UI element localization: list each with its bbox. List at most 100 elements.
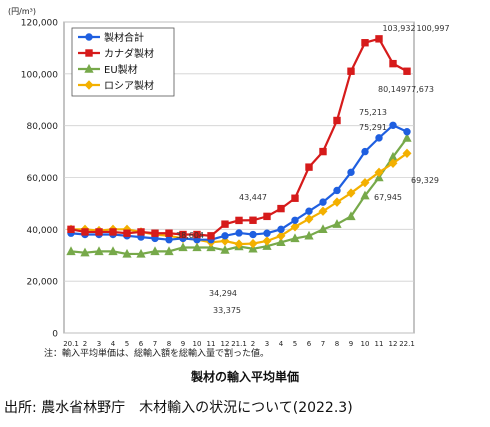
- y-tick-label: 0: [52, 330, 58, 340]
- data-label: 80,149: [378, 85, 406, 94]
- data-point: [234, 239, 244, 249]
- data-point: [192, 242, 202, 252]
- series-1: [67, 35, 411, 240]
- x-tick-label: 4: [111, 340, 116, 348]
- x-tick-label: 22.1: [399, 340, 415, 348]
- data-point: [304, 230, 314, 240]
- data-point: [249, 216, 257, 224]
- data-point: [361, 147, 369, 156]
- x-tick-label: 6: [307, 340, 312, 348]
- data-point: [332, 219, 342, 228]
- data-point: [402, 148, 412, 159]
- data-point: [332, 197, 342, 207]
- data-point: [347, 168, 355, 177]
- data-point: [206, 242, 216, 252]
- data-label: 69,329: [411, 176, 439, 185]
- data-point: [290, 233, 300, 243]
- data-point: [304, 214, 314, 224]
- x-tick-label: 12: [389, 340, 398, 348]
- y-tick-label: 80,000: [27, 122, 59, 132]
- y-tick-label: 20,000: [27, 278, 59, 288]
- data-point: [108, 246, 118, 256]
- x-tick-label: 11: [375, 340, 384, 348]
- data-point: [248, 238, 258, 249]
- data-point: [263, 229, 271, 237]
- data-point: [277, 204, 285, 213]
- data-point: [262, 241, 272, 250]
- data-label: 43,447: [239, 193, 267, 202]
- x-axis-ticks: 20.1 2 3 4 5 6 7 8 9 10 11 12 21.1 2 3 4 5 6 7 8 9 10 11 12 22.1: [63, 340, 415, 348]
- data-point: [318, 206, 328, 216]
- data-point: [122, 248, 132, 258]
- data-point: [263, 212, 271, 221]
- y-tick-label: 100,000: [21, 70, 58, 80]
- data-point: [248, 243, 258, 253]
- legend-label: カナダ製材: [104, 47, 154, 60]
- data-point: [151, 229, 159, 237]
- data-label: 103,932: [382, 24, 415, 33]
- data-point: [165, 229, 173, 237]
- data-point: [84, 80, 94, 90]
- y-tick-label: 120,000: [21, 19, 58, 29]
- data-point: [360, 177, 370, 188]
- annotations: 38,604 43,447 34,294 33,375 103,932 100,997 80…: [176, 24, 450, 315]
- legend-item: EU製材: [78, 63, 138, 76]
- data-label: 33,375: [213, 306, 241, 315]
- source-caption: 出所: 農水省林野庁 木材輸入の状況について(2022.3): [4, 400, 353, 416]
- data-point: [346, 188, 356, 198]
- data-label: 38,604: [176, 231, 204, 240]
- legend-label: EU製材: [104, 63, 138, 76]
- data-point: [66, 246, 76, 256]
- data-point: [109, 228, 117, 236]
- data-label: 75,213: [359, 108, 387, 117]
- legend-item: カナダ製材: [78, 47, 154, 60]
- data-point: [262, 236, 272, 246]
- x-tick-label: 20.1: [63, 340, 79, 348]
- x-tick-label: 10: [361, 340, 370, 348]
- data-point: [305, 163, 313, 171]
- data-point: [137, 228, 145, 236]
- data-point: [85, 49, 93, 57]
- data-point: [150, 246, 160, 256]
- data-label: 34,294: [209, 289, 237, 298]
- data-point: [123, 229, 131, 237]
- y-axis-ticks: 0 20,000 40,000 60,000 80,000 100,000 120,000: [21, 19, 58, 340]
- data-point: [276, 237, 286, 246]
- data-point: [249, 230, 257, 239]
- data-point: [164, 246, 174, 256]
- data-point: [207, 232, 215, 240]
- legend-item: 製材合計: [78, 31, 144, 44]
- data-point: [291, 194, 299, 202]
- data-point: [276, 231, 286, 241]
- data-label: 100,997: [416, 24, 449, 33]
- data-label: 67,945: [374, 193, 402, 202]
- x-tick-label: 8: [335, 340, 339, 348]
- data-point: [220, 236, 230, 246]
- legend-item: ロシア製材: [78, 79, 154, 92]
- data-point: [95, 228, 103, 236]
- data-point: [375, 134, 383, 142]
- unit-label: (円/m³): [8, 7, 36, 16]
- grid: [64, 21, 414, 334]
- data-point: [375, 35, 383, 43]
- data-label: 75,291: [359, 123, 387, 132]
- data-point: [221, 232, 229, 240]
- data-point: [94, 246, 104, 256]
- x-tick-label: 4: [279, 340, 284, 348]
- x-tick-label: 5: [125, 340, 129, 348]
- x-tick-label: 7: [321, 340, 325, 348]
- data-point: [347, 67, 355, 75]
- data-point: [221, 220, 229, 228]
- data-point: [220, 244, 230, 254]
- data-point: [85, 33, 93, 41]
- data-point: [360, 190, 370, 200]
- data-point: [305, 207, 313, 215]
- data-point: [361, 39, 369, 47]
- data-point: [84, 63, 94, 73]
- data-point: [389, 121, 397, 129]
- data-point: [235, 216, 243, 225]
- x-tick-label: 2: [83, 340, 87, 348]
- x-tick-label: 12: [221, 340, 230, 348]
- data-point: [403, 127, 411, 136]
